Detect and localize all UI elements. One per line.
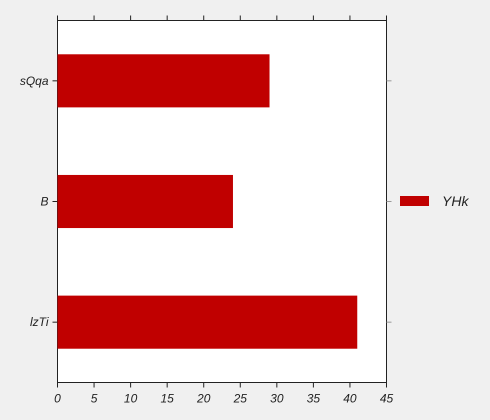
bar-sQqa: [57, 54, 270, 108]
y-tick-label: B: [40, 195, 48, 209]
x-tick-label: 10: [124, 392, 138, 406]
bar-series: [57, 54, 358, 349]
x-tick-label: 15: [160, 392, 174, 406]
x-tick-label: 30: [270, 392, 284, 406]
y-tick-label: lzTi: [30, 315, 49, 329]
y-tick-label: sQqa: [20, 74, 49, 88]
x-tick-label: 5: [91, 392, 98, 406]
x-tick-label: 20: [196, 392, 211, 406]
x-axis: 0 5 10 15 20 25 30 35 40 45: [54, 382, 394, 406]
x-tick-label: 35: [307, 392, 321, 406]
legend-label: YHk: [442, 193, 469, 209]
x-tick-label: 45: [380, 392, 394, 406]
x-tick-label: 25: [233, 392, 248, 406]
bar-lzTi: [57, 295, 358, 349]
right-axis-ticks: [386, 80, 392, 323]
legend: YHk: [400, 193, 469, 209]
top-axis-ticks: [57, 15, 387, 21]
bar-B: [57, 174, 233, 229]
x-tick-label: 0: [54, 392, 61, 406]
legend-swatch: [400, 196, 429, 206]
x-tick-label: 40: [343, 392, 357, 406]
